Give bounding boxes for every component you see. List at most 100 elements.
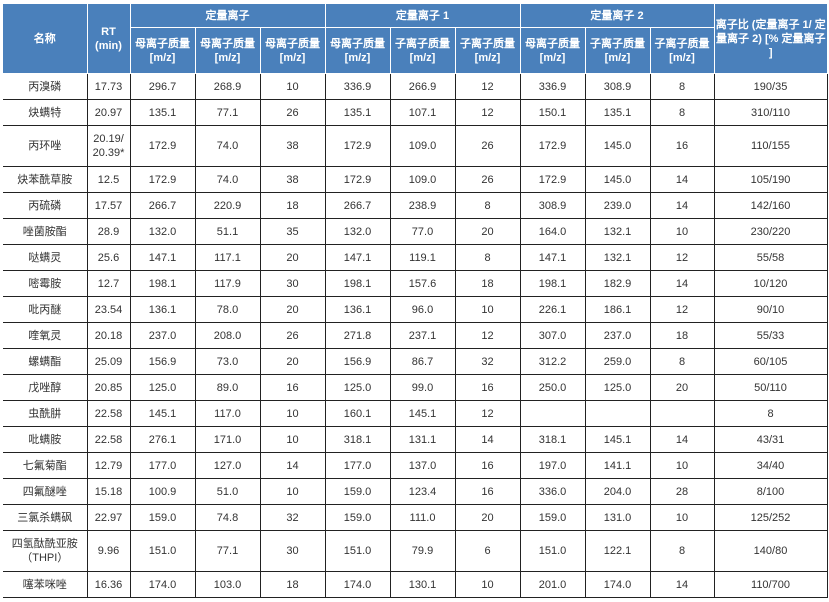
cell-q2-ce	[649, 400, 715, 427]
table-row: 三氯杀螨砜 22.97 159.0 74.8 32 159.0 111.0 20 159.0 13…	[3, 504, 828, 531]
cell-q1-precursor: 172.9	[324, 125, 391, 167]
cell-q1-precursor: 151.0	[324, 530, 391, 572]
cell-q2-ce: 14	[649, 166, 715, 193]
cell-q1-precursor: 136.1	[324, 296, 391, 323]
table-row: 噻苯咪唑 16.36 174.0 103.0 18 174.0 130.1 10 201.0 17…	[3, 571, 828, 598]
cell-rt: 16.36	[86, 571, 131, 598]
cell-quant-precursor: 125.0	[129, 374, 196, 401]
table-row: 螺螨酯 25.09 156.9 73.0 20 156.9 86.7 32 312.2 259.0…	[3, 348, 828, 375]
cell-q2-product: 131.0	[584, 504, 651, 531]
cell-quant-ce: 26	[259, 322, 326, 349]
cell-q2-precursor: 159.0	[519, 504, 586, 531]
cell-rt: 25.09	[86, 348, 131, 375]
table-row: 戊唑醇 20.85 125.0 89.0 16 125.0 99.0 16 250.0 125.0…	[3, 374, 828, 401]
cell-q2-ce: 14	[649, 571, 715, 598]
cell-q1-precursor: 160.1	[324, 400, 391, 427]
cell-q1-ce: 14	[454, 426, 521, 453]
cell-q1-ce: 26	[454, 125, 521, 167]
table-row: 喹氧灵 20.18 237.0 208.0 26 271.8 237.1 12 307.0 237…	[3, 322, 828, 349]
cell-q1-precursor: 147.1	[324, 244, 391, 271]
cell-q2-precursor: 250.0	[519, 374, 586, 401]
cell-ion-ratio: 110/155	[713, 125, 828, 167]
table-row: 七氟菊酯 12.79 177.0 127.0 14 177.0 137.0 16 197.0 14…	[3, 452, 828, 479]
cell-quant-product: 74.0	[194, 166, 261, 193]
cell-quant-precursor: 174.0	[129, 571, 196, 598]
cell-quant-precursor: 198.1	[129, 270, 196, 297]
cell-q1-product: 238.9	[389, 192, 456, 219]
cell-quant-product: 171.0	[194, 426, 261, 453]
cell-name: 三氯杀螨砜	[3, 504, 88, 531]
cell-q2-precursor: 197.0	[519, 452, 586, 479]
cell-quant-product: 78.0	[194, 296, 261, 323]
cell-ion-ratio: 125/252	[713, 504, 828, 531]
table-row: 吡丙醚 23.54 136.1 78.0 20 136.1 96.0 10 226.1 186.1…	[3, 296, 828, 323]
cell-name: 丙溴磷	[3, 73, 88, 100]
cell-q1-ce: 10	[454, 571, 521, 598]
cell-quant-ce: 35	[259, 218, 326, 245]
cell-q1-precursor: 172.9	[324, 166, 391, 193]
cell-q1-ce: 8	[454, 192, 521, 219]
cell-q2-precursor: 172.9	[519, 166, 586, 193]
cell-q1-product: 131.1	[389, 426, 456, 453]
cell-quant-product: 51.1	[194, 218, 261, 245]
header-group-q1: 定量离子 1	[324, 3, 521, 28]
cell-name: 唑菌胺酯	[3, 218, 88, 245]
cell-name: 丙环唑	[3, 125, 88, 167]
cell-ion-ratio: 8	[713, 400, 828, 427]
cell-q2-ce: 14	[649, 270, 715, 297]
header-sub-1: 母离子质量 [m/z]	[194, 27, 261, 74]
cell-rt: 12.7	[86, 270, 131, 297]
cell-quant-product: 89.0	[194, 374, 261, 401]
cell-q2-precursor: 312.2	[519, 348, 586, 375]
cell-q1-precursor: 135.1	[324, 99, 391, 126]
cell-name: 螺螨酯	[3, 348, 88, 375]
cell-quant-ce: 30	[259, 270, 326, 297]
header-group-q2: 定量离子 2	[519, 3, 715, 28]
cell-q1-product: 109.0	[389, 125, 456, 167]
cell-q2-product: 145.1	[584, 426, 651, 453]
header-sub-0: 母离子质量 [m/z]	[129, 27, 196, 74]
cell-quant-precursor: 147.1	[129, 244, 196, 271]
cell-quant-product: 103.0	[194, 571, 261, 598]
cell-name: 七氟菊酯	[3, 452, 88, 479]
cell-quant-ce: 14	[259, 452, 326, 479]
cell-q1-product: 157.6	[389, 270, 456, 297]
cell-q2-product: 132.1	[584, 244, 651, 271]
header-sub-7: 子离子质量 [m/z]	[584, 27, 651, 74]
cell-ion-ratio: 310/110	[713, 99, 828, 126]
cell-q1-product: 237.1	[389, 322, 456, 349]
mrm-parameters-table: 名称 RT (min) 定量离子 定量离子 1 定量离子 2 离子比 (定量离子…	[3, 3, 828, 598]
cell-quant-product: 73.0	[194, 348, 261, 375]
cell-q1-precursor: 177.0	[324, 452, 391, 479]
cell-q2-precursor: 308.9	[519, 192, 586, 219]
cell-rt: 12.5	[86, 166, 131, 193]
cell-name: 炔苯酰草胺	[3, 166, 88, 193]
table-row: 炔苯酰草胺 12.5 172.9 74.0 38 172.9 109.0 26 172.9 145…	[3, 166, 828, 193]
cell-quant-ce: 10	[259, 426, 326, 453]
header-ratio: 离子比 (定量离子 1/ 定量离子 2) [% 定量离子 ]	[713, 3, 827, 74]
header-name: 名称	[3, 3, 88, 74]
cell-q1-ce: 16	[454, 452, 521, 479]
cell-rt: 12.79	[86, 452, 131, 479]
header-sub-6: 母离子质量 [m/z]	[519, 27, 586, 74]
cell-rt: 23.54	[86, 296, 131, 323]
cell-quant-precursor: 172.9	[129, 166, 196, 193]
cell-q1-ce: 12	[454, 322, 521, 349]
cell-q2-precursor: 164.0	[519, 218, 586, 245]
cell-q1-product: 96.0	[389, 296, 456, 323]
cell-quant-ce: 20	[259, 296, 326, 323]
cell-q2-product: 186.1	[584, 296, 651, 323]
cell-q1-ce: 20	[454, 218, 521, 245]
cell-quant-precursor: 136.1	[129, 296, 196, 323]
cell-q1-precursor: 318.1	[324, 426, 391, 453]
header-sub-3: 母离子质量 [m/z]	[324, 27, 391, 74]
cell-quant-precursor: 172.9	[129, 125, 196, 167]
cell-q1-ce: 26	[454, 166, 521, 193]
cell-q1-ce: 12	[454, 73, 521, 100]
cell-ion-ratio: 140/80	[713, 530, 828, 572]
cell-q2-product: 259.0	[584, 348, 651, 375]
cell-quant-ce: 30	[259, 530, 326, 572]
cell-q1-ce: 18	[454, 270, 521, 297]
cell-ion-ratio: 55/33	[713, 322, 828, 349]
cell-quant-product: 74.8	[194, 504, 261, 531]
